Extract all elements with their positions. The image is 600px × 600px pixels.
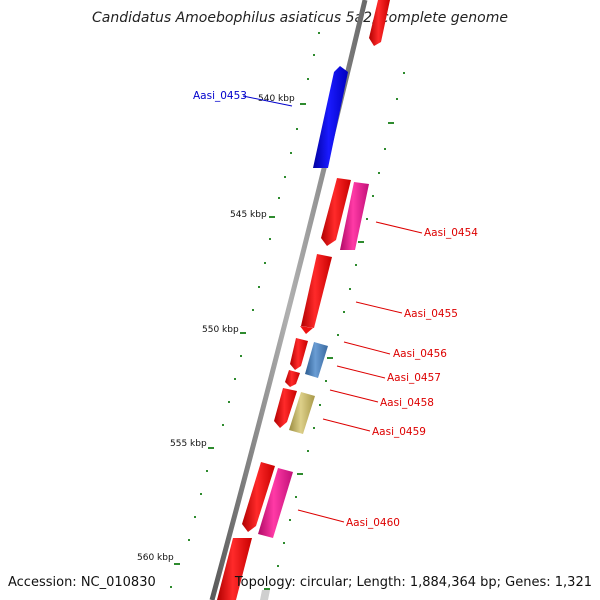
gene-label-aasi-0457[interactable]: Aasi_0457 [387, 372, 441, 384]
leader-aasi-0456 [343, 341, 391, 355]
gene-arrow-aasi-0454[interactable] [340, 182, 369, 250]
gene-label-aasi-0454[interactable]: Aasi_0454 [424, 227, 478, 239]
pos-label-540: 540 kbp [258, 94, 295, 104]
gene-arrow-aasi-0455b[interactable] [300, 326, 313, 334]
leader-aasi-0459 [322, 418, 371, 432]
gene-label-aasi-0460[interactable]: Aasi_0460 [346, 517, 400, 529]
gene-label-aasi-0453[interactable]: Aasi_0453 [193, 90, 247, 102]
leader-lines [242, 95, 423, 523]
position-labels: 540 kbp 545 kbp 550 kbp 555 kbp 560 kbp [137, 94, 295, 563]
accession-text: Accession: NC_010830 [8, 575, 156, 590]
gene-label-aasi-0459[interactable]: Aasi_0459 [372, 426, 426, 438]
leader-aasi-0454 [375, 221, 423, 234]
gene-label-aasi-0458[interactable]: Aasi_0458 [380, 397, 434, 409]
gene-arrow-aasi-0458[interactable] [274, 388, 297, 428]
gene-arrow-top[interactable] [369, 0, 390, 46]
outer-tick-track [170, 32, 320, 588]
pos-label-560: 560 kbp [137, 553, 174, 563]
leader-aasi-0460 [297, 509, 345, 523]
gene-arrow-aasi-0454a[interactable] [321, 178, 351, 246]
leader-aasi-0457 [336, 365, 386, 379]
leader-aasi-0453 [242, 95, 293, 107]
gene-arrow-aasi-0460[interactable] [258, 468, 293, 538]
pos-label-545: 545 kbp [230, 210, 267, 220]
gene-arrow-aasi-0459[interactable] [289, 392, 315, 434]
gene-labels: Aasi_0453 Aasi_0454 Aasi_0455 Aasi_0456 … [193, 90, 478, 529]
gene-arrow-aasi-0455[interactable] [301, 254, 332, 328]
leader-aasi-0458 [329, 389, 379, 403]
inner-tick-track [264, 72, 405, 590]
map-title: Candidatus Amoebophilus asiaticus 5a2, c… [92, 10, 508, 26]
leader-aasi-0455 [355, 301, 403, 314]
gene-arrow-small-red[interactable] [285, 370, 300, 387]
topology-text: Topology: circular; Length: 1,884,364 bp… [234, 575, 592, 590]
gene-arrow-aasi-0457[interactable] [305, 342, 328, 378]
gene-arrow-aasi-0456[interactable] [290, 338, 308, 370]
pos-label-555: 555 kbp [170, 439, 207, 449]
pos-label-550: 550 kbp [202, 325, 239, 335]
gene-label-aasi-0456[interactable]: Aasi_0456 [393, 348, 447, 360]
gene-arrow-aasi-0453[interactable] [313, 66, 348, 168]
gene-label-aasi-0455[interactable]: Aasi_0455 [404, 308, 458, 320]
gene-arrow-aasi-0460a[interactable] [242, 462, 275, 532]
gene-arrow-bottom[interactable] [217, 538, 252, 600]
gene-arrow-small-bottom[interactable] [260, 590, 270, 600]
